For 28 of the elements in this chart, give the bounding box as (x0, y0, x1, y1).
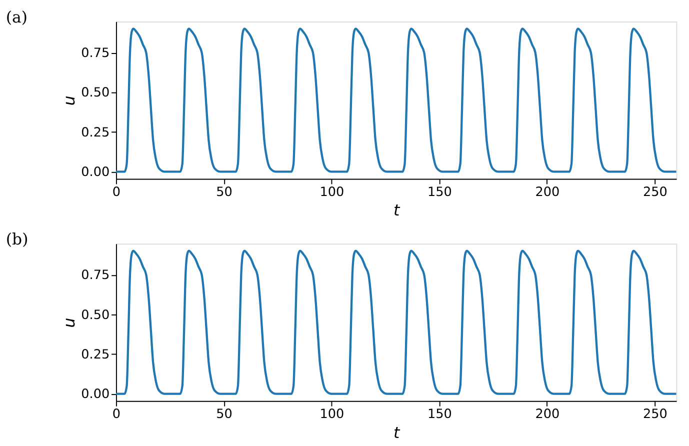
line-series (116, 28, 676, 173)
y-axis-title: u (59, 318, 78, 328)
x-axis-title: t (394, 422, 401, 442)
x-axis-title: t (394, 200, 401, 220)
y-tick-label: 0.25 (81, 125, 110, 140)
x-tick-label: 100 (320, 407, 344, 422)
x-tick-label: 200 (535, 407, 560, 422)
line-series (116, 250, 676, 395)
x-tick-label: 50 (216, 407, 232, 422)
x-tick-label: 150 (428, 407, 452, 422)
x-tick-label: 250 (642, 185, 668, 200)
x-tick-label: 100 (320, 185, 344, 200)
x-tick-label: 0 (112, 407, 121, 422)
x-tick-label: 250 (642, 407, 668, 422)
chart-title: (b) (6, 230, 28, 249)
y-tick-label: 0.25 (81, 348, 110, 362)
x-tick-label: 0 (112, 185, 121, 200)
y-tick-label: 0.50 (81, 308, 110, 323)
y-tick-label: 0.50 (81, 86, 110, 101)
chart-title: (a) (6, 8, 28, 27)
x-tick-label: 150 (428, 185, 452, 200)
y-tick-label: 0.75 (81, 268, 110, 284)
y-tick-label: 0.00 (81, 165, 110, 180)
y-tick-label: 0.00 (81, 387, 110, 402)
y-tick-label: 0.75 (81, 46, 110, 61)
y-axis-title: u (59, 96, 78, 106)
x-tick-label: 50 (216, 185, 232, 200)
x-tick-label: 200 (535, 185, 560, 200)
